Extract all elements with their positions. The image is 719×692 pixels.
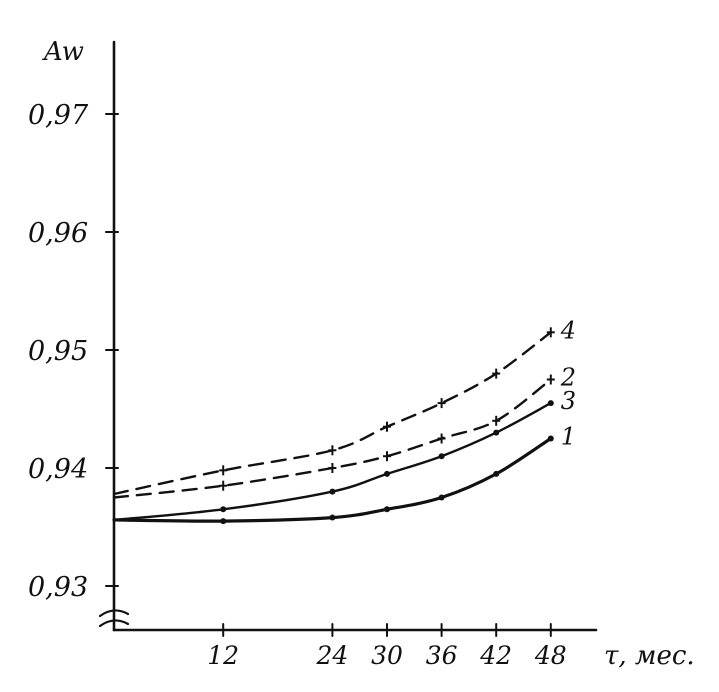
data-point-2 — [328, 463, 337, 473]
data-point-1 — [438, 494, 445, 501]
y-tick-label: 0,95 — [28, 336, 88, 367]
data-point-1 — [493, 470, 500, 477]
series-label-4: 4 — [560, 316, 576, 344]
data-point-2 — [219, 480, 228, 491]
y-tick-label: 0,93 — [28, 572, 88, 603]
data-point-2 — [546, 374, 555, 385]
y-ticks: 0,93 0,94 0,95 0,96 0,97 — [28, 100, 119, 603]
data-point-4 — [383, 421, 391, 432]
data-point-3 — [438, 453, 445, 460]
series-line-3 — [112, 401, 552, 522]
x-axis-title: τ, мес. — [604, 641, 695, 671]
data-point-3 — [384, 470, 390, 477]
y-axis-break-mark — [98, 609, 130, 628]
data-point-2 — [492, 415, 501, 426]
data-point-4 — [437, 398, 446, 409]
data-point-4 — [219, 465, 228, 476]
x-tick-label: 42 — [479, 641, 512, 670]
data-point-4 — [328, 445, 337, 456]
data-point-3 — [547, 400, 554, 407]
x-tick-label: 30 — [371, 641, 403, 670]
x-tick-label: 12 — [207, 641, 239, 670]
series-label-2: 2 — [560, 364, 576, 392]
data-point-2 — [383, 451, 391, 462]
y-tick-label: 0,94 — [28, 454, 88, 485]
series-layer — [112, 327, 555, 525]
data-point-1 — [384, 506, 390, 513]
y-tick-label: 0,97 — [28, 100, 89, 131]
data-point-1 — [220, 518, 227, 525]
series-label-1: 1 — [561, 423, 576, 451]
data-point-4 — [546, 327, 555, 338]
series-labels: 1 23 4 — [560, 316, 576, 450]
x-tick-label: 48 — [534, 641, 567, 670]
x-tick-label: 36 — [426, 641, 458, 670]
data-point-4 — [492, 368, 501, 379]
data-point-1 — [329, 514, 336, 521]
data-point-1 — [547, 435, 554, 442]
data-point-3 — [220, 506, 227, 513]
x-tick-label: 24 — [315, 641, 348, 670]
data-point-2 — [437, 433, 446, 444]
y-tick-label: 0,96 — [28, 218, 88, 249]
data-point-3 — [329, 488, 336, 495]
data-point-3 — [493, 429, 500, 436]
x-ticks: 12 24 30 36 42 48 — [207, 623, 567, 670]
series-label-3: 3 — [561, 387, 576, 415]
y-axis-title: Aw — [42, 37, 84, 67]
